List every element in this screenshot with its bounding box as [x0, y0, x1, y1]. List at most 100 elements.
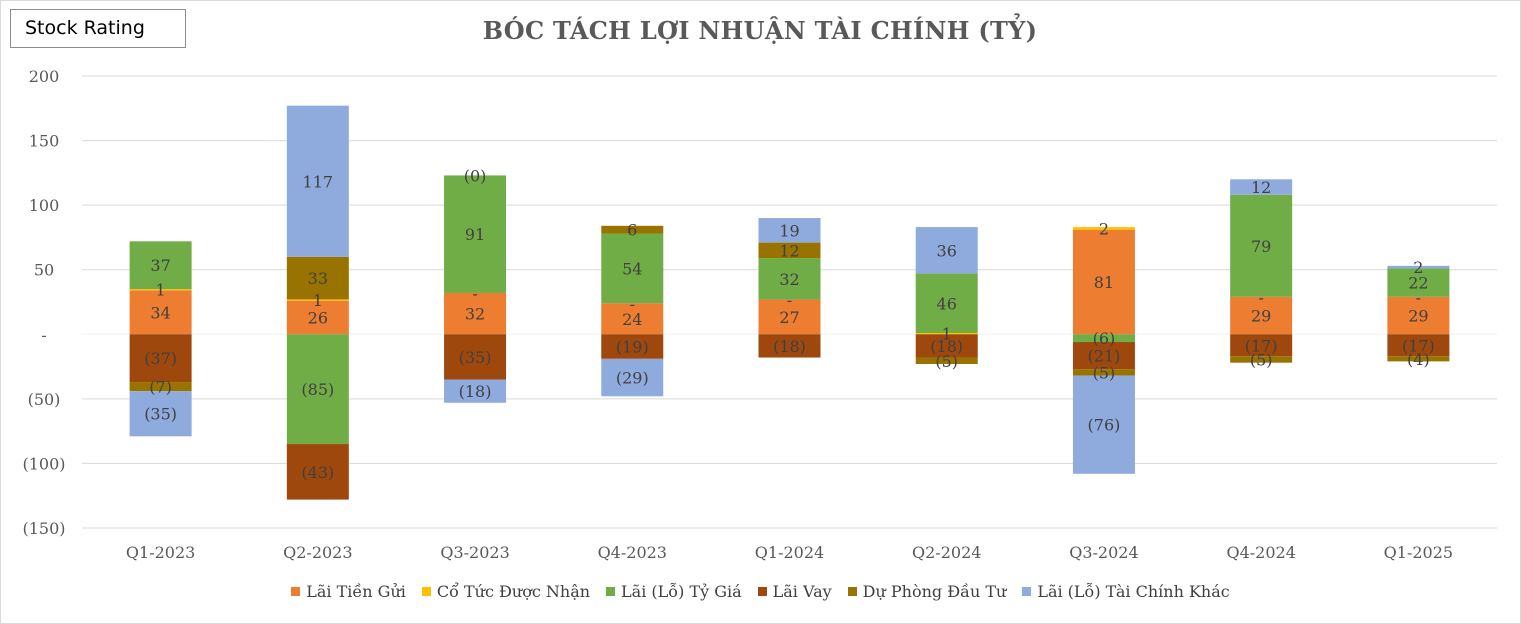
data-label: 29	[1251, 307, 1271, 326]
bars	[129, 105, 1450, 500]
bar-segment	[444, 379, 507, 403]
bar-segment	[601, 303, 664, 335]
bar-segment	[129, 290, 192, 335]
data-label: (17)	[1402, 336, 1435, 355]
bar-segment	[286, 300, 349, 335]
bar-segment	[915, 334, 978, 358]
data-label: 29	[1408, 307, 1428, 326]
data-label: (18)	[930, 337, 963, 356]
data-label: (76)	[1088, 416, 1121, 435]
data-label: (6)	[1093, 329, 1116, 348]
bar-segment	[1072, 369, 1135, 376]
bar-segment	[1072, 375, 1135, 474]
data-label: (5)	[1093, 363, 1116, 382]
data-label: -	[1416, 288, 1421, 307]
data-label: (17)	[1245, 336, 1278, 355]
x-tick-label: Q1-2025	[1384, 543, 1453, 562]
bar-segment	[286, 334, 349, 445]
y-tick-label: 150	[29, 132, 60, 151]
data-label: 19	[779, 221, 799, 240]
legend-swatch	[1022, 587, 1032, 596]
bar-segment	[915, 357, 978, 364]
x-tick-label: Q1-2023	[126, 543, 195, 562]
data-label: (35)	[144, 405, 177, 424]
bar-segment	[129, 241, 192, 290]
data-label: 46	[937, 294, 957, 313]
x-tick-label: Q1-2024	[755, 543, 824, 562]
legend-item: Lãi Vay	[757, 582, 832, 601]
legend-label: Lãi (Lỗ) Tỷ Giá	[621, 582, 742, 601]
data-label: -	[1258, 288, 1263, 307]
bar-segment	[1072, 342, 1135, 370]
data-label: 36	[937, 241, 957, 260]
bar-segment	[915, 332, 978, 335]
legend-label: Cổ Tức Được Nhận	[436, 582, 591, 601]
data-label: 6	[627, 221, 637, 240]
y-tick-label: (50)	[28, 390, 61, 409]
data-label: -	[630, 294, 635, 313]
data-label: 2	[1099, 219, 1109, 238]
x-tick-label: Q3-2024	[1069, 543, 1138, 562]
data-label: 32	[779, 270, 799, 289]
bar-segment	[601, 225, 664, 234]
legend-item: Cổ Tức Được Nhận	[421, 582, 591, 601]
legend-label: Dự Phòng Đầu Tư	[862, 582, 1007, 601]
legend-swatch	[847, 587, 857, 596]
data-label: (19)	[616, 338, 649, 357]
bar-segment	[758, 242, 821, 259]
data-label: 1	[313, 291, 323, 310]
y-tick-label: -	[41, 325, 46, 344]
data-label: 26	[308, 308, 328, 327]
bar-segment	[1387, 334, 1450, 357]
data-label: 1	[156, 281, 166, 300]
chart-plot: 34137(37)(7)(35)261(85)(43)3311732-91(35…	[22, 67, 1497, 562]
bar-segment	[1230, 194, 1293, 297]
data-label: 22	[1408, 274, 1428, 293]
x-tick-label: Q4-2024	[1226, 543, 1295, 562]
bar-segment	[601, 334, 664, 359]
legend-swatch	[606, 587, 616, 596]
data-label: 91	[465, 225, 485, 244]
y-tick-label: 100	[29, 196, 60, 215]
bar-segment	[444, 334, 507, 380]
data-label: 33	[308, 269, 328, 288]
bar-segment	[1387, 268, 1450, 297]
bar-segment	[915, 273, 978, 333]
bar-segment	[1387, 265, 1450, 269]
y-tick-label: (150)	[22, 519, 65, 538]
x-tick-label: Q3-2023	[440, 543, 509, 562]
data-label: (37)	[144, 349, 177, 368]
data-label: (4)	[1407, 350, 1430, 369]
data-label: 32	[465, 305, 485, 324]
bar-segment	[129, 334, 192, 383]
data-label: -	[787, 290, 792, 309]
data-label: (7)	[149, 378, 172, 397]
data-label: 2	[1413, 258, 1423, 277]
data-label: 34	[150, 303, 170, 322]
bar-segment	[1230, 334, 1293, 357]
data-label: 54	[622, 259, 642, 278]
bar-segment	[286, 299, 349, 301]
bar-segment	[444, 292, 507, 335]
data-label: 24	[622, 310, 642, 329]
chart-legend: Lãi Tiền Gửi Cổ Tức Được Nhận Lãi (Lỗ) Tỷ …	[0, 582, 1521, 601]
bar-segment	[601, 358, 664, 397]
data-label: (5)	[1250, 350, 1273, 369]
data-label: (18)	[459, 382, 492, 401]
bar-segment	[758, 299, 821, 335]
bar-segment	[444, 175, 507, 293]
bar-segment	[1230, 179, 1293, 195]
data-label: 81	[1094, 273, 1114, 292]
data-labels: 34137(37)(7)(35)261(85)(43)3311732-91(35…	[144, 166, 1435, 481]
bar-segment	[129, 391, 192, 437]
bar-segment	[286, 256, 349, 300]
legend-item: Lãi Tiền Gửi	[291, 582, 406, 601]
bar-segment	[1072, 227, 1135, 230]
bar-segment	[1230, 356, 1293, 363]
bar-segment	[758, 258, 821, 300]
bar-segment	[758, 334, 821, 358]
x-tick-label: Q4-2023	[598, 543, 667, 562]
data-label: (43)	[301, 463, 334, 482]
data-label: 12	[779, 241, 799, 260]
bar-segment	[1230, 296, 1293, 335]
